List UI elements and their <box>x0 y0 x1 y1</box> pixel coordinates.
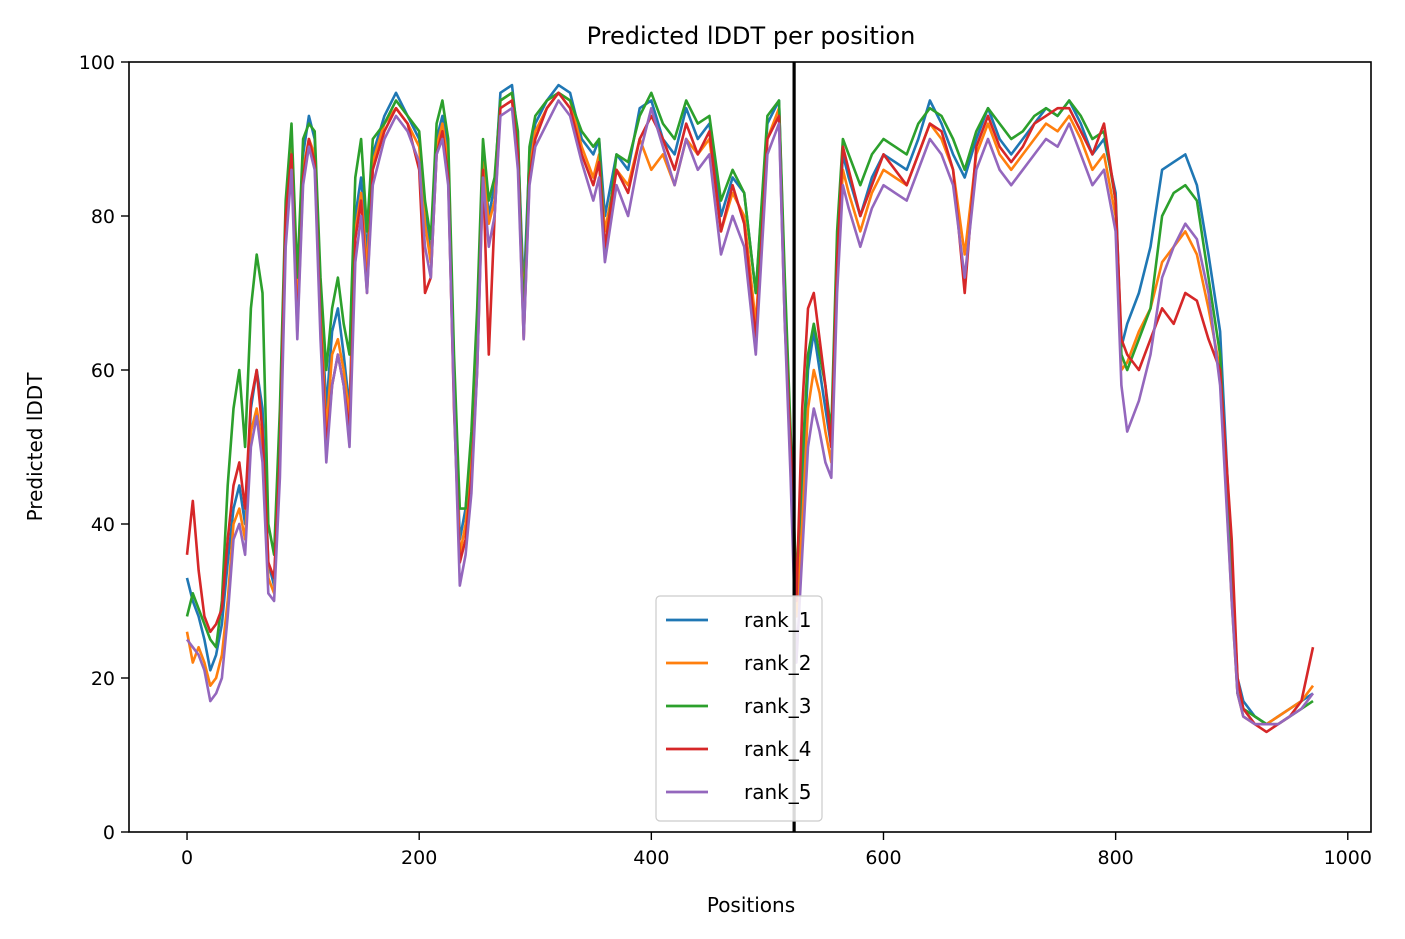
y-axis-title: Predicted lDDT <box>23 372 47 522</box>
legend-label-rank_2: rank_2 <box>744 651 811 675</box>
chart-title: Predicted lDDT per position <box>587 22 916 50</box>
x-tick-label: 800 <box>1098 847 1134 869</box>
plot-layer <box>185 62 1315 832</box>
plot-frame <box>128 61 1372 833</box>
y-tick-label: 0 <box>103 822 115 844</box>
legend-box <box>655 595 823 822</box>
x-tick-label: 1000 <box>1324 847 1372 869</box>
legend-label-rank_1: rank_1 <box>744 608 811 632</box>
y-tick-label: 80 <box>91 206 115 228</box>
legend-label-rank_4: rank_4 <box>744 737 811 761</box>
legend-label-rank_5: rank_5 <box>744 780 811 804</box>
x-tick-label: 0 <box>181 847 193 869</box>
x-tick-label: 200 <box>401 847 437 869</box>
series-line-rank_5 <box>185 99 1315 726</box>
legend-label-rank_3: rank_3 <box>744 694 811 718</box>
legend: rank_1 rank_2 rank_3 rank_4 rank_5 <box>655 595 823 822</box>
x-axis: 0 200 400 600 800 1000 <box>181 832 1372 869</box>
x-axis-title: Positions <box>707 893 795 917</box>
series-line-rank_3 <box>185 91 1314 726</box>
y-tick-label: 40 <box>91 514 115 536</box>
x-tick-label: 400 <box>633 847 669 869</box>
series-line-rank_2 <box>185 91 1315 726</box>
y-tick-label: 60 <box>91 360 115 382</box>
y-tick-label: 20 <box>91 668 115 690</box>
x-tick-label: 600 <box>865 847 901 869</box>
y-tick-label: 100 <box>79 52 115 74</box>
y-axis: 0 20 40 60 80 100 <box>79 52 129 844</box>
